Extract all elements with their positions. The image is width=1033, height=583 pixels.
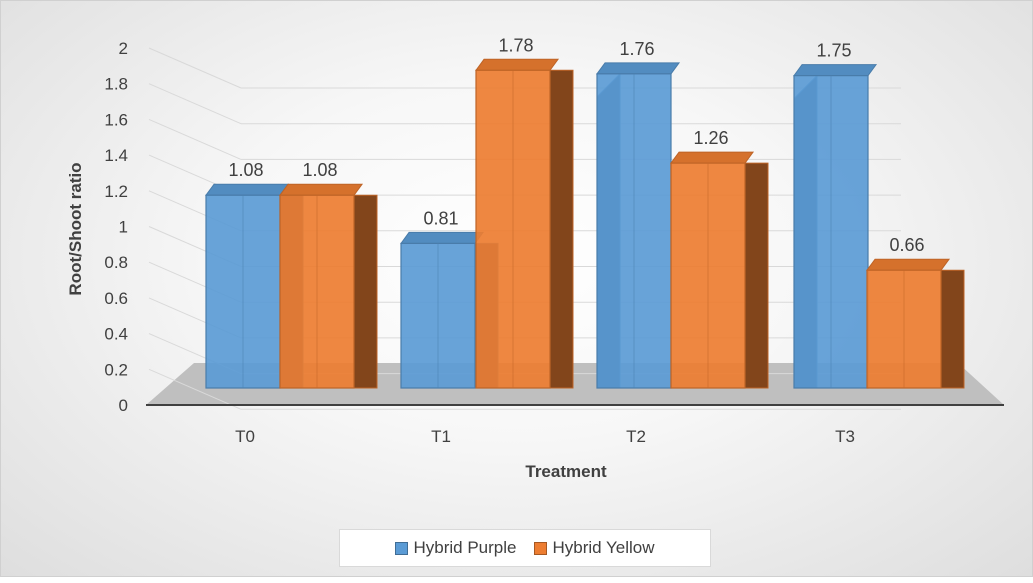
x-tick-label: T2 <box>626 427 646 446</box>
data-label-1-3: 0.66 <box>889 235 924 255</box>
y-tick-label: 0.2 <box>104 360 128 379</box>
x-tick-label: T0 <box>235 427 255 446</box>
legend-label-series-1: Hybrid Yellow <box>552 538 655 557</box>
data-label-0-0: 1.08 <box>228 160 263 180</box>
y-axis-title: Root/Shoot ratio <box>66 162 85 295</box>
data-label-0-1: 0.81 <box>423 208 458 228</box>
data-label-1-0: 1.08 <box>302 160 337 180</box>
bar-top-0-3 <box>793 64 878 77</box>
data-label-0-2: 1.76 <box>619 39 654 59</box>
bar-top-1-0 <box>279 183 364 196</box>
bar-top-0-1 <box>400 231 485 244</box>
x-tick-label: T3 <box>835 427 855 446</box>
bar-side-1-1 <box>549 69 574 389</box>
gridline-slant-1 <box>148 368 242 410</box>
legend-entry-series-0: Hybrid Purple <box>395 538 516 558</box>
bar-side-1-3 <box>940 269 965 389</box>
y-tick-label: 1 <box>119 218 128 237</box>
y-tick-label: 1.8 <box>104 75 128 94</box>
y-tick-label: 0.6 <box>104 289 128 308</box>
y-tick-label: 2 <box>119 39 128 58</box>
y-tick-label: 0.8 <box>104 253 128 272</box>
y-tick-label: 0.4 <box>104 325 128 344</box>
bar-side-1-0 <box>353 194 378 389</box>
legend-swatch-series-1 <box>534 541 548 555</box>
legend-swatch-series-0 <box>395 541 409 555</box>
data-label-1-1: 1.78 <box>498 35 533 55</box>
y-tick-label: 1.6 <box>104 110 128 129</box>
gridline-slant-8 <box>148 118 242 160</box>
data-label-0-3: 1.75 <box>816 41 851 61</box>
y-tick-label: 0 <box>119 396 128 415</box>
legend: Hybrid Purple Hybrid Yellow <box>339 529 711 567</box>
bar-top-0-2 <box>596 62 681 75</box>
bar-top-1-3 <box>866 258 951 271</box>
legend-entry-series-1: Hybrid Yellow <box>534 538 655 558</box>
bar-top-1-2 <box>670 151 755 164</box>
y-tick-label: 1.2 <box>104 182 128 201</box>
legend-label-series-0: Hybrid Purple <box>413 538 517 557</box>
bar-top-0-0 <box>205 183 290 196</box>
bar-top-1-1 <box>475 58 560 71</box>
x-tick-label: T1 <box>431 427 451 446</box>
bar-side-1-2 <box>744 162 769 389</box>
data-label-1-2: 1.26 <box>693 128 728 148</box>
gridline-slant-10 <box>148 47 242 89</box>
x-axis-title: Treatment <box>525 462 607 481</box>
gridline-slant-9 <box>148 83 242 125</box>
y-tick-label: 1.4 <box>104 146 128 165</box>
